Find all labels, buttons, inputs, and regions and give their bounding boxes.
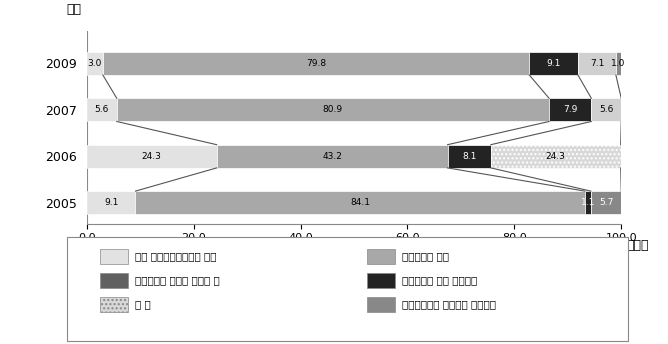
- Bar: [578, 52, 616, 75]
- Text: 위탁폐기비용 부담으로 보관만함: 위탁폐기비용 부담으로 보관만함: [402, 299, 496, 310]
- Text: 3.0: 3.0: [88, 59, 102, 68]
- Bar: [585, 191, 591, 214]
- Bar: [549, 98, 591, 121]
- Text: 7.1: 7.1: [590, 59, 604, 68]
- Bar: [87, 98, 117, 121]
- Text: 5.7: 5.7: [599, 198, 613, 207]
- Text: 79.8: 79.8: [306, 59, 326, 68]
- Text: 처분규정에 의해 자체처분: 처분규정에 의해 자체처분: [402, 275, 478, 286]
- Text: 용역업체에 의뢢: 용역업체에 의뢢: [402, 251, 449, 261]
- Bar: [136, 191, 585, 214]
- Bar: [616, 52, 621, 75]
- Bar: [448, 145, 491, 168]
- Text: 80.9: 80.9: [323, 105, 343, 114]
- Bar: [87, 145, 216, 168]
- Text: 8.1: 8.1: [462, 152, 476, 161]
- Bar: [491, 145, 621, 168]
- Bar: [216, 145, 448, 168]
- Bar: [591, 191, 621, 214]
- Text: 직접 폐기물관리공단에 인도: 직접 폐기물관리공단에 인도: [135, 251, 216, 261]
- Text: 84.1: 84.1: [350, 198, 370, 207]
- Bar: [103, 52, 529, 75]
- Bar: [117, 98, 549, 121]
- Text: 1.1: 1.1: [580, 198, 595, 207]
- Text: 5.6: 5.6: [95, 105, 109, 114]
- Text: 1.0: 1.0: [611, 59, 626, 68]
- Text: 24.3: 24.3: [142, 152, 162, 161]
- Text: 9.1: 9.1: [104, 198, 118, 207]
- Text: 5.6: 5.6: [599, 105, 613, 114]
- Bar: [87, 191, 136, 214]
- Bar: [87, 52, 103, 75]
- Text: 9.1: 9.1: [546, 59, 561, 68]
- Text: 24.3: 24.3: [546, 152, 566, 161]
- Bar: [529, 52, 578, 75]
- Text: 년도: 년도: [67, 2, 81, 15]
- Text: 처리방법을 몰라서 보관만 함: 처리방법을 몰라서 보관만 함: [135, 275, 220, 286]
- Text: 43.2: 43.2: [322, 152, 342, 161]
- Bar: [591, 98, 621, 121]
- Text: 기 타: 기 타: [135, 299, 151, 310]
- Text: 7.9: 7.9: [563, 105, 577, 114]
- Text: 점유율: 점유율: [627, 239, 649, 252]
